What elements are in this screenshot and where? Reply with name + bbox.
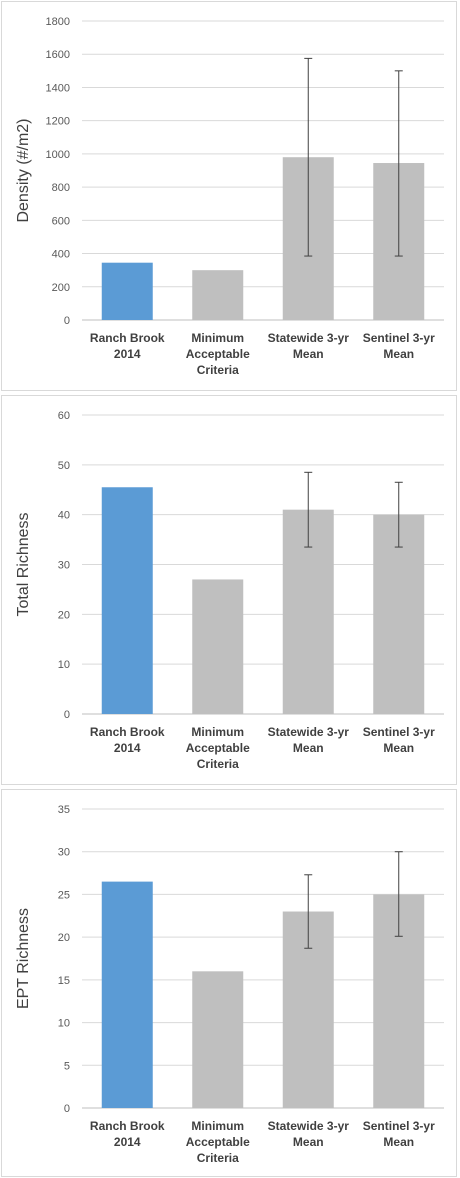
y-tick-label: 10 [58,1018,70,1030]
y-tick-label: 1400 [46,82,70,94]
category-label: Minimum [191,1119,244,1133]
category-label: Minimum [191,331,244,345]
y-tick-label: 35 [58,804,70,816]
y-tick-label: 20 [58,932,70,944]
category-label: Acceptable [186,741,250,755]
y-tick-label: 800 [52,182,70,194]
density-chart-panel: 0 200 400 600 800 1000 1200 1400 1600 1800 Density… [1,1,457,391]
category-label: Mean [383,741,414,755]
error-bar [304,471,313,548]
category-label: Minimum [191,725,244,739]
category-label: Mean [293,741,324,755]
y-tick-label: 400 [52,249,70,261]
category-label: Sentinel 3-yr [363,1119,435,1133]
y-tick-label: 30 [58,560,70,572]
y-tick-label: 1200 [46,116,70,128]
y-tick-label: 0 [64,315,70,327]
bar [192,579,244,714]
bar [101,487,153,714]
category-label: Ranch Brook [90,1119,165,1133]
y-tick-label: 200 [52,282,70,294]
category-label: Criteria [197,1151,239,1165]
y-tick-label: 50 [58,460,70,472]
y-tick-label: 20 [58,609,70,621]
y-tick-label: 40 [58,510,70,522]
y-tick-label: 5 [64,1060,70,1072]
category-label: Acceptable [186,1135,250,1149]
bar [101,262,153,320]
bar [373,514,425,714]
y-axis-label: Total Richness [15,512,32,616]
category-label: Statewide 3-yr [268,1119,350,1133]
ept-richness-chart: 0 5 10 15 20 25 30 35 EPT Richness Ranch Brook 201… [15,804,444,1165]
y-tick-label: 0 [64,709,70,721]
y-tick-label: 600 [52,215,70,227]
category-label: Sentinel 3-yr [363,331,435,345]
category-label: Ranch Brook [90,331,165,345]
category-label: 2014 [114,741,141,755]
y-tick-label: 1600 [46,49,70,61]
category-label: Mean [383,1135,414,1149]
bar [101,881,153,1108]
total-richness-chart: 0 10 20 30 40 50 60 Total Richness Ranch Brook 20… [15,410,444,771]
error-bar [394,70,403,257]
category-label: Criteria [197,363,239,377]
y-tick-label: 25 [58,889,70,901]
error-bar [394,851,403,937]
y-tick-label: 10 [58,659,70,671]
error-bar [304,57,313,257]
y-axis-label: EPT Richness [15,908,32,1009]
category-label: Statewide 3-yr [268,725,350,739]
y-tick-label: 1000 [46,149,70,161]
y-tick-label: 15 [58,975,70,987]
bar [192,270,244,320]
category-label: Statewide 3-yr [268,331,350,345]
y-tick-label: 1800 [46,16,70,28]
category-label: Mean [383,347,414,361]
y-tick-label: 0 [64,1103,70,1115]
y-tick-label: 60 [58,410,70,422]
y-tick-label: 30 [58,847,70,859]
total-richness-chart-panel: 0 10 20 30 40 50 60 Total Richness Ranch Brook 20… [1,395,457,785]
ept-richness-chart-panel: 0 5 10 15 20 25 30 35 EPT Richness Ranch Brook 201… [1,789,457,1177]
category-label: 2014 [114,1135,141,1149]
category-label: 2014 [114,347,141,361]
category-label: Sentinel 3-yr [363,725,435,739]
error-bar [394,481,403,548]
category-label: Acceptable [186,347,250,361]
category-label: Mean [293,1135,324,1149]
category-label: Ranch Brook [90,725,165,739]
y-axis-label: Density (#/m2) [15,118,32,222]
density-chart: 0 200 400 600 800 1000 1200 1400 1600 1800 Density… [15,16,444,377]
category-label: Criteria [197,757,239,771]
error-bar [304,874,313,949]
category-label: Mean [293,347,324,361]
bar [192,971,244,1108]
